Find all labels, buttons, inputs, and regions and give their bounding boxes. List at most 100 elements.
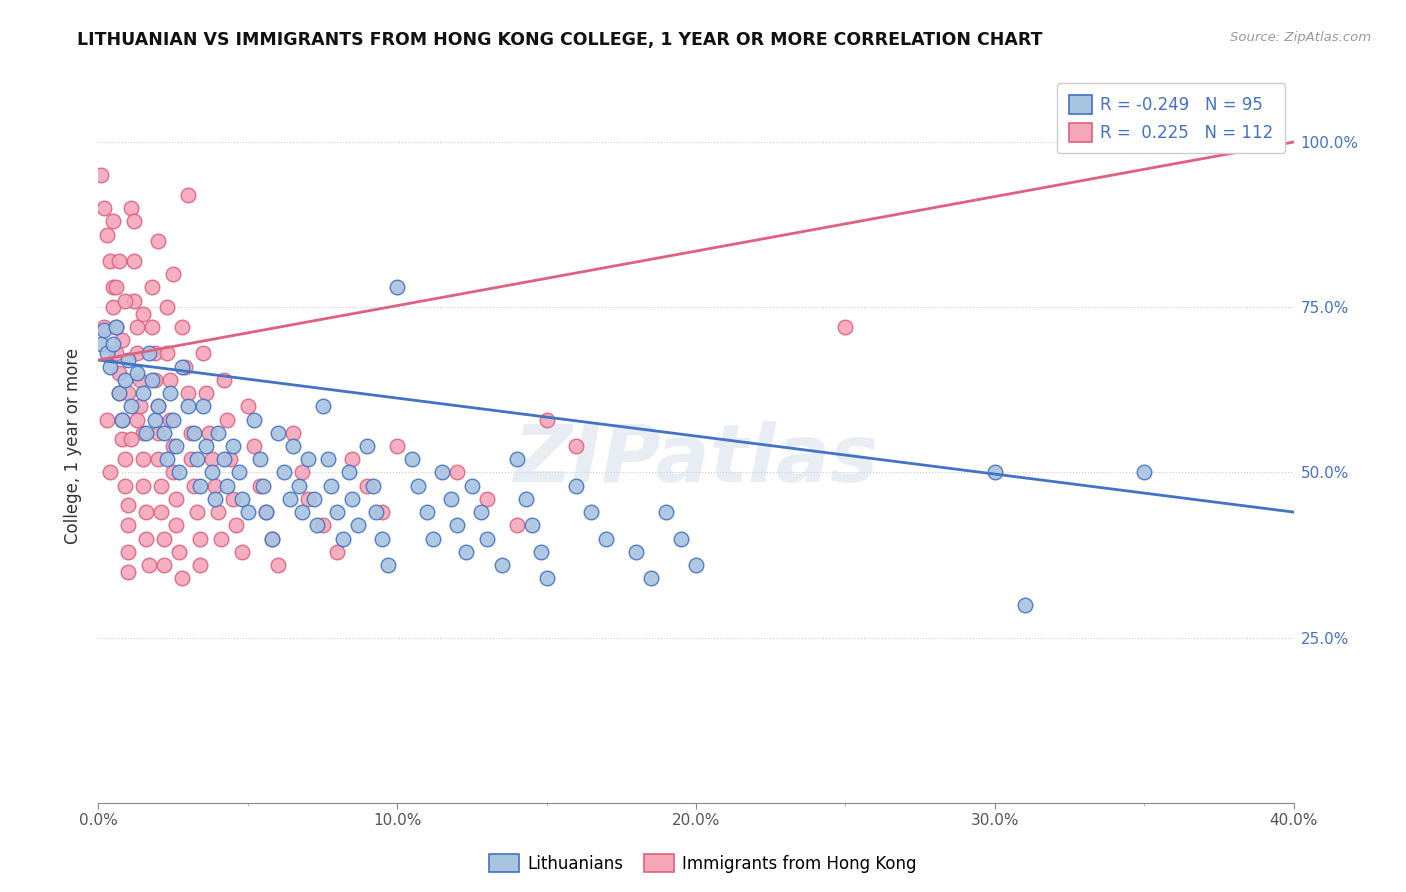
Point: [536, 571, 558, 585]
Point: [273, 466, 295, 480]
Point: [222, 439, 245, 453]
Point: [385, 280, 409, 294]
Point: [278, 491, 301, 506]
Point: [132, 386, 155, 401]
Point: [219, 452, 242, 467]
Point: [93, 320, 115, 334]
Point: [188, 478, 211, 492]
Point: [356, 439, 378, 453]
Point: [177, 386, 200, 401]
Point: [385, 439, 409, 453]
Point: [297, 491, 319, 506]
Point: [124, 214, 146, 228]
Point: [148, 400, 170, 414]
Point: [515, 491, 537, 506]
Point: [143, 412, 166, 426]
Point: [138, 558, 160, 572]
Point: [114, 478, 136, 492]
Point: [406, 478, 429, 492]
Point: [626, 545, 648, 559]
Point: [291, 505, 314, 519]
Point: [207, 425, 229, 440]
Point: [655, 505, 678, 519]
Point: [1133, 466, 1156, 480]
Point: [156, 346, 179, 360]
Point: [297, 452, 319, 467]
Point: [236, 400, 259, 414]
Point: [108, 386, 131, 401]
Point: [416, 505, 439, 519]
Point: [180, 425, 202, 440]
Point: [1014, 598, 1036, 612]
Point: [454, 545, 477, 559]
Y-axis label: College, 1 year or more: College, 1 year or more: [65, 348, 83, 544]
Point: [446, 518, 468, 533]
Point: [342, 491, 364, 506]
Point: [183, 425, 205, 440]
Point: [186, 505, 208, 519]
Point: [267, 558, 290, 572]
Point: [177, 400, 200, 414]
Point: [215, 478, 238, 492]
Point: [377, 558, 399, 572]
Point: [129, 373, 152, 387]
Point: [117, 499, 139, 513]
Point: [530, 545, 553, 559]
Point: [127, 412, 149, 426]
Point: [162, 267, 184, 281]
Point: [422, 532, 444, 546]
Point: [470, 505, 492, 519]
Point: [188, 532, 211, 546]
Point: [536, 412, 558, 426]
Point: [201, 466, 224, 480]
Point: [231, 491, 253, 506]
Point: [159, 386, 181, 401]
Point: [150, 505, 173, 519]
Point: [249, 478, 271, 492]
Point: [103, 214, 125, 228]
Point: [127, 346, 149, 360]
Point: [321, 478, 343, 492]
Point: [148, 452, 170, 467]
Point: [318, 452, 340, 467]
Point: [260, 532, 283, 546]
Point: [180, 452, 202, 467]
Point: [287, 478, 309, 492]
Point: [132, 425, 155, 440]
Point: [132, 307, 155, 321]
Point: [430, 466, 453, 480]
Point: [371, 505, 394, 519]
Point: [156, 300, 179, 314]
Point: [332, 532, 354, 546]
Point: [103, 300, 125, 314]
Point: [252, 478, 274, 492]
Point: [98, 466, 122, 480]
Point: [191, 346, 214, 360]
Point: [172, 320, 194, 334]
Point: [595, 532, 617, 546]
Point: [127, 320, 149, 334]
Point: [135, 532, 157, 546]
Point: [117, 545, 139, 559]
Text: ZIPatlas: ZIPatlas: [513, 421, 879, 500]
Point: [120, 201, 142, 215]
Point: [254, 505, 277, 519]
Point: [135, 425, 157, 440]
Point: [198, 425, 221, 440]
Point: [243, 439, 266, 453]
Point: [96, 412, 118, 426]
Point: [366, 505, 388, 519]
Point: [159, 412, 181, 426]
Point: [195, 386, 218, 401]
Point: [281, 439, 304, 453]
Point: [186, 452, 208, 467]
Point: [475, 532, 498, 546]
Text: LITHUANIAN VS IMMIGRANTS FROM HONG KONG COLLEGE, 1 YEAR OR MORE CORRELATION CHAR: LITHUANIAN VS IMMIGRANTS FROM HONG KONG …: [77, 31, 1043, 49]
Point: [215, 412, 238, 426]
Point: [212, 452, 235, 467]
Point: [183, 478, 205, 492]
Point: [108, 386, 131, 401]
Point: [138, 346, 160, 360]
Text: Source: ZipAtlas.com: Source: ZipAtlas.com: [1230, 31, 1371, 45]
Point: [105, 280, 128, 294]
